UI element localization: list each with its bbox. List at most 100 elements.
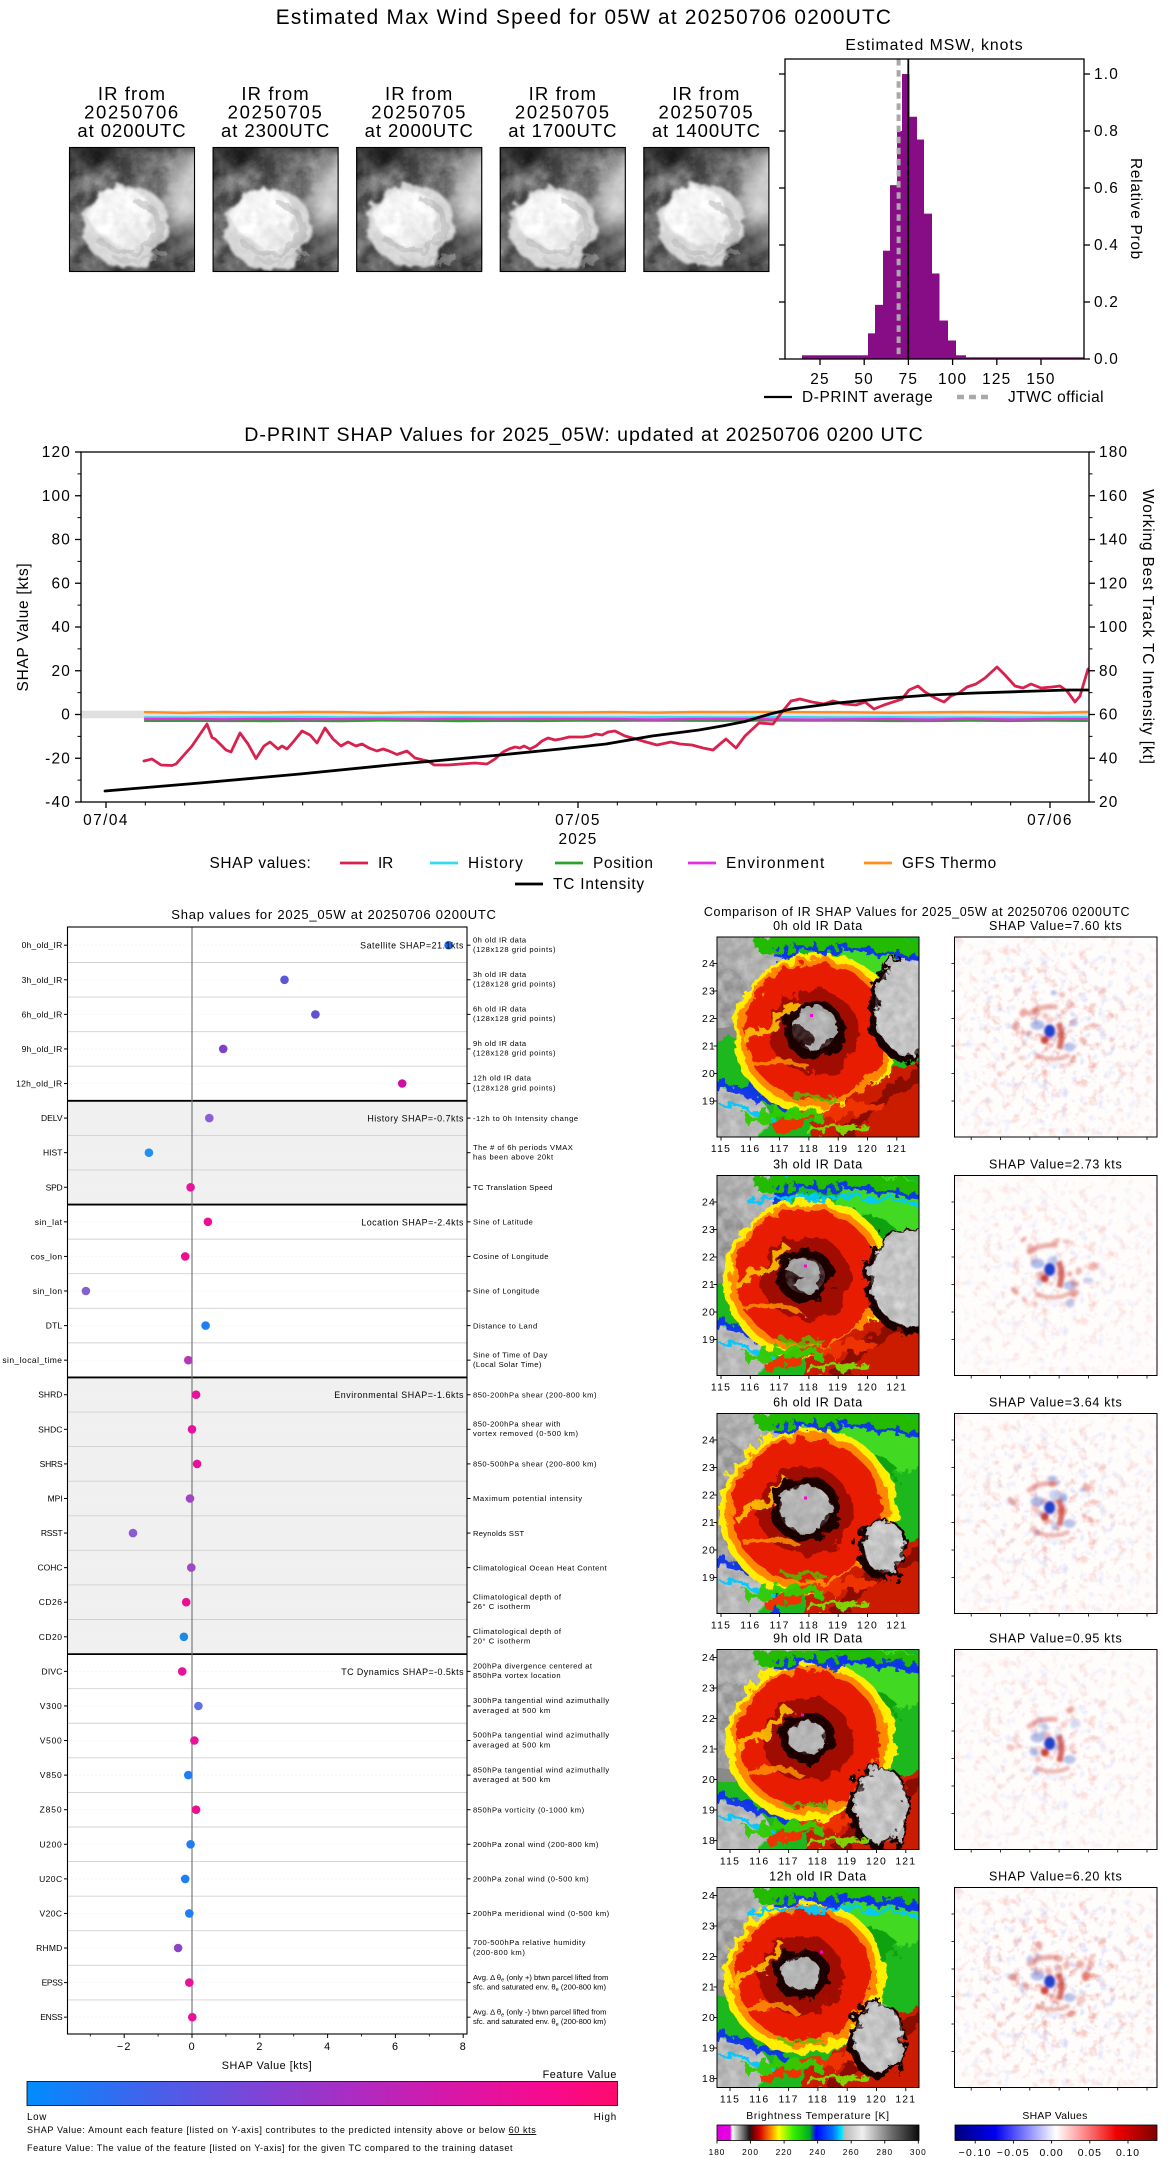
svg-text:0.10: 0.10 (1116, 2148, 1140, 2158)
svg-text:Z850: Z850 (40, 1805, 63, 1815)
svg-text:200: 200 (742, 2147, 759, 2157)
svg-text:118: 118 (808, 1857, 828, 1868)
svg-text:220: 220 (776, 2147, 793, 2157)
svg-text:EPSS: EPSS (42, 1978, 64, 1988)
svg-text:24: 24 (702, 959, 716, 970)
svg-text:50: 50 (854, 371, 874, 388)
svg-text:24: 24 (702, 1198, 716, 1209)
svg-text:Maximum potential intensity: Maximum potential intensity (473, 1494, 583, 1503)
svg-text:(200-800 km): (200-800 km) (473, 1948, 525, 1957)
svg-text:3h old IR Data: 3h old IR Data (773, 1158, 863, 1172)
svg-text:20° C isotherm: 20° C isotherm (473, 1637, 531, 1646)
svg-text:SHRD: SHRD (38, 1390, 62, 1400)
svg-text:SHAP Values: SHAP Values (1022, 2111, 1087, 2122)
svg-text:High: High (594, 2112, 617, 2123)
svg-text:IR from: IR from (385, 83, 453, 104)
svg-text:TC Dynamics SHAP=-0.5kts: TC Dynamics SHAP=-0.5kts (341, 1667, 464, 1677)
svg-text:100: 100 (42, 488, 71, 505)
svg-text:160: 160 (1099, 488, 1128, 505)
svg-text:23: 23 (702, 987, 716, 998)
svg-text:U20C: U20C (39, 1874, 62, 1884)
svg-text:118: 118 (799, 1621, 819, 1632)
svg-text:20250705: 20250705 (658, 102, 754, 123)
svg-text:1.0: 1.0 (1094, 66, 1119, 83)
svg-text:0h_old_IR: 0h_old_IR (22, 940, 63, 950)
svg-text:SHAP Value [kts]: SHAP Value [kts] (15, 563, 32, 692)
svg-text:has been above 20kt: has been above 20kt (473, 1152, 554, 1161)
svg-text:V500: V500 (40, 1736, 63, 1746)
svg-text:9h old IR data: 9h old IR data (473, 1039, 527, 1048)
svg-text:118: 118 (799, 1383, 819, 1394)
svg-text:sfc. and saturated env. θe (20: sfc. and saturated env. θe (200-800 km) (473, 1983, 606, 1994)
svg-text:07/06: 07/06 (1027, 812, 1073, 829)
svg-text:200hPa divergence centered at: 200hPa divergence centered at (473, 1662, 593, 1671)
svg-text:115: 115 (720, 2095, 740, 2106)
svg-text:SHAP Value [kts]: SHAP Value [kts] (222, 2060, 312, 2072)
svg-text:18: 18 (702, 2074, 716, 2085)
svg-text:SHAP Value: Amount each featur: SHAP Value: Amount each feature [listed … (27, 2125, 536, 2135)
svg-text:9h_old_IR: 9h_old_IR (22, 1044, 63, 1054)
svg-text:sfc. and saturated env. θe (20: sfc. and saturated env. θe (200-800 km) (473, 2017, 606, 2028)
svg-text:24: 24 (702, 1891, 716, 1902)
svg-text:117: 117 (770, 1383, 790, 1394)
svg-text:22: 22 (702, 1014, 716, 1025)
svg-text:0.00: 0.00 (1040, 2148, 1064, 2158)
svg-text:cos_lon: cos_lon (31, 1251, 63, 1261)
svg-text:(Local Solar Time): (Local Solar Time) (473, 1360, 542, 1369)
svg-text:100: 100 (938, 371, 967, 388)
svg-text:Feature Value: The value of th: Feature Value: The value of the feature … (27, 2143, 513, 2153)
svg-text:sin_local_time: sin_local_time (2, 1355, 62, 1365)
svg-text:Climatological depth of: Climatological depth of (473, 1592, 562, 1601)
svg-text:2: 2 (256, 2041, 263, 2053)
svg-text:120: 120 (866, 1857, 887, 1868)
svg-text:3h old IR data: 3h old IR data (473, 970, 527, 979)
svg-text:SHRS: SHRS (40, 1459, 63, 1469)
svg-text:115: 115 (720, 1857, 740, 1868)
svg-text:at 1700UTC: at 1700UTC (508, 120, 617, 141)
svg-text:21: 21 (702, 1745, 716, 1756)
svg-text:21: 21 (702, 1983, 716, 1994)
svg-text:GFS Thermo: GFS Thermo (902, 855, 997, 872)
svg-text:Cosine of Longitude: Cosine of Longitude (473, 1252, 549, 1261)
svg-text:IR from: IR from (529, 83, 597, 104)
svg-text:Feature Value: Feature Value (543, 2069, 617, 2081)
svg-text:19: 19 (702, 1573, 716, 1584)
svg-text:Reynolds SST: Reynolds SST (473, 1529, 525, 1538)
svg-text:RSST: RSST (41, 1528, 63, 1538)
svg-text:40: 40 (1099, 750, 1119, 767)
svg-text:MPI: MPI (48, 1493, 63, 1503)
svg-text:700-500hPa relative humidity: 700-500hPa relative humidity (473, 1938, 586, 1947)
svg-text:6h_old_IR: 6h_old_IR (22, 1009, 63, 1019)
svg-text:20: 20 (702, 1308, 716, 1319)
svg-text:averaged at 500 km: averaged at 500 km (473, 1706, 551, 1715)
svg-text:6h old IR Data: 6h old IR Data (773, 1396, 863, 1410)
svg-text:119: 119 (837, 2095, 857, 2106)
svg-text:Sine of Longitude: Sine of Longitude (473, 1287, 540, 1296)
svg-text:120: 120 (857, 1383, 878, 1394)
svg-text:−0.05: −0.05 (997, 2148, 1030, 2158)
svg-text:(128x128 grid points): (128x128 grid points) (473, 1083, 556, 1092)
svg-text:200hPa zonal wind (200-800 km): 200hPa zonal wind (200-800 km) (473, 1840, 599, 1849)
svg-text:120: 120 (1099, 575, 1128, 592)
svg-text:IR from: IR from (241, 83, 309, 104)
svg-text:60: 60 (51, 575, 71, 592)
svg-text:80: 80 (1099, 663, 1119, 680)
svg-text:116: 116 (749, 2095, 769, 2106)
svg-text:850-200hPa shear with: 850-200hPa shear with (473, 1420, 561, 1429)
svg-text:CD20: CD20 (39, 1632, 63, 1642)
svg-text:26° C isotherm: 26° C isotherm (473, 1602, 531, 1611)
svg-text:23: 23 (702, 1684, 716, 1695)
svg-text:U200: U200 (39, 1839, 62, 1849)
svg-text:(128x128 grid points): (128x128 grid points) (473, 945, 556, 954)
svg-text:IR from: IR from (98, 83, 166, 104)
svg-text:850hPa vortex location: 850hPa vortex location (473, 1671, 561, 1680)
svg-text:The # of 6h periods VMAX: The # of 6h periods VMAX (473, 1143, 573, 1152)
svg-text:V300: V300 (40, 1701, 63, 1711)
svg-text:20: 20 (702, 1775, 716, 1786)
svg-text:Location SHAP=-2.4kts: Location SHAP=-2.4kts (361, 1217, 464, 1227)
svg-text:40: 40 (51, 619, 71, 636)
svg-text:24: 24 (702, 1436, 716, 1447)
svg-text:Climatological Ocean Heat Cont: Climatological Ocean Heat Content (473, 1563, 608, 1572)
svg-text:vortex removed (0-500 km): vortex removed (0-500 km) (473, 1429, 579, 1438)
svg-text:20250706: 20250706 (84, 102, 180, 123)
